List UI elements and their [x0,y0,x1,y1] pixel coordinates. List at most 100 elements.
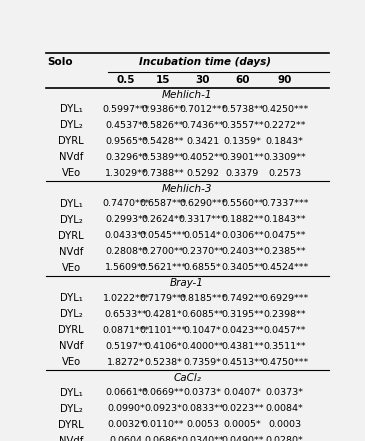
Text: 0.6587***: 0.6587*** [139,199,187,208]
Text: 0.5389**: 0.5389** [142,153,184,162]
Text: 0.7337***: 0.7337*** [261,199,308,208]
Text: 0.1101***: 0.1101*** [139,326,187,335]
Text: 0.0053: 0.0053 [186,420,219,429]
Text: 0.4381**: 0.4381** [221,342,264,351]
Text: CaCl₂: CaCl₂ [173,373,201,383]
Text: Mehlich-3: Mehlich-3 [162,184,212,194]
Text: 0.5997***: 0.5997*** [103,105,150,114]
Text: 0.3309**: 0.3309** [263,153,306,162]
Text: DYL₂: DYL₂ [60,404,82,414]
Text: 0.7470***: 0.7470*** [103,199,150,208]
Text: DYL₂: DYL₂ [60,215,82,225]
Text: 15: 15 [156,75,170,85]
Text: DYL₁: DYL₁ [60,105,82,115]
Text: 0.5238*: 0.5238* [144,358,182,366]
Text: 0.0407*: 0.0407* [223,388,261,397]
Text: 0.0604: 0.0604 [110,436,143,441]
Text: 0.0423**: 0.0423** [221,326,264,335]
Text: 0.7436**: 0.7436** [181,121,224,130]
Text: DYL₁: DYL₁ [60,293,82,303]
Text: 0.0514*: 0.0514* [184,231,222,240]
Text: Incubation time (days): Incubation time (days) [139,57,272,67]
Text: VEo: VEo [62,263,81,273]
Text: DYRL: DYRL [58,419,84,430]
Text: 0.5560**: 0.5560** [221,199,264,208]
Text: Bray-1: Bray-1 [170,278,204,288]
Text: 0.0833**: 0.0833** [181,404,224,413]
Text: 1.5609**: 1.5609** [105,263,147,272]
Text: 30: 30 [195,75,210,85]
Text: 0.2624**: 0.2624** [142,215,184,224]
Text: 0.0871***: 0.0871*** [103,326,150,335]
Text: 0.4537**: 0.4537** [105,121,147,130]
Text: 0.1843**: 0.1843** [263,215,306,224]
Text: 1.8272*: 1.8272* [107,358,145,366]
Text: 0.2272**: 0.2272** [264,121,306,130]
Text: 0.0373*: 0.0373* [266,388,304,397]
Text: 0.0457**: 0.0457** [264,326,306,335]
Text: 0.5621***: 0.5621*** [139,263,187,272]
Text: DYL₁: DYL₁ [60,199,82,209]
Text: 0.4513**: 0.4513** [221,358,264,366]
Text: 0.3405**: 0.3405** [221,263,264,272]
Text: 0.2808**: 0.2808** [105,247,147,256]
Text: 0.3195**: 0.3195** [221,310,264,319]
Text: 0.1359*: 0.1359* [223,137,261,146]
Text: DYRL: DYRL [58,325,84,335]
Text: 0.9565**: 0.9565** [105,137,147,146]
Text: 0.3511**: 0.3511** [263,342,306,351]
Text: 0.2370**: 0.2370** [181,247,224,256]
Text: 0.1047*: 0.1047* [184,326,222,335]
Text: 0.0545***: 0.0545*** [139,231,187,240]
Text: 0.2993**: 0.2993** [105,215,147,224]
Text: 0.3317***: 0.3317*** [179,215,226,224]
Text: 0.6533**: 0.6533** [105,310,147,319]
Text: 0.4524***: 0.4524*** [261,263,308,272]
Text: 0.5826**: 0.5826** [142,121,184,130]
Text: 0.0990*: 0.0990* [107,404,145,413]
Text: 0.0669**: 0.0669** [142,388,184,397]
Text: 0.2403**: 0.2403** [221,247,264,256]
Text: 0.3421: 0.3421 [186,137,219,146]
Text: 0.8185***: 0.8185*** [179,294,226,303]
Text: 0.2398**: 0.2398** [263,310,306,319]
Text: NVdf: NVdf [59,436,83,441]
Text: 0.7388**: 0.7388** [142,169,184,178]
Text: 0.5292: 0.5292 [186,169,219,178]
Text: 0.7359*: 0.7359* [184,358,222,366]
Text: NVdf: NVdf [59,247,83,257]
Text: 0.6929***: 0.6929*** [261,294,308,303]
Text: 0.4106*: 0.4106* [144,342,182,351]
Text: 0.0923*: 0.0923* [144,404,182,413]
Text: 0.0084*: 0.0084* [266,404,304,413]
Text: 0.4281*: 0.4281* [144,310,182,319]
Text: VEo: VEo [62,357,81,367]
Text: 0.0110**: 0.0110** [142,420,184,429]
Text: DYRL: DYRL [58,136,84,146]
Text: 0.5197**: 0.5197** [105,342,147,351]
Text: 0.0433**: 0.0433** [105,231,147,240]
Text: 0.0005*: 0.0005* [223,420,261,429]
Text: 0.1843*: 0.1843* [266,137,304,146]
Text: Mehlich-1: Mehlich-1 [162,90,212,100]
Text: 0.0032*: 0.0032* [107,420,145,429]
Text: 0.4052**: 0.4052** [181,153,224,162]
Text: 0.3557**: 0.3557** [221,121,264,130]
Text: DYL₁: DYL₁ [60,388,82,398]
Text: 0.4000**: 0.4000** [181,342,224,351]
Text: 0.7012***: 0.7012*** [179,105,226,114]
Text: 0.3901**: 0.3901** [221,153,264,162]
Text: 0.0003: 0.0003 [268,420,301,429]
Text: 0.0686*: 0.0686* [144,436,182,441]
Text: 0.4750***: 0.4750*** [261,358,308,366]
Text: 90: 90 [277,75,292,85]
Text: 0.4250***: 0.4250*** [261,105,308,114]
Text: 0.1882**: 0.1882** [221,215,264,224]
Text: 0.3379: 0.3379 [226,169,259,178]
Text: 0.0373*: 0.0373* [184,388,222,397]
Text: 0.0280*: 0.0280* [266,436,304,441]
Text: 0.0340**: 0.0340** [181,436,224,441]
Text: 60: 60 [235,75,249,85]
Text: 0.2385**: 0.2385** [263,247,306,256]
Text: 0.6855*: 0.6855* [184,263,222,272]
